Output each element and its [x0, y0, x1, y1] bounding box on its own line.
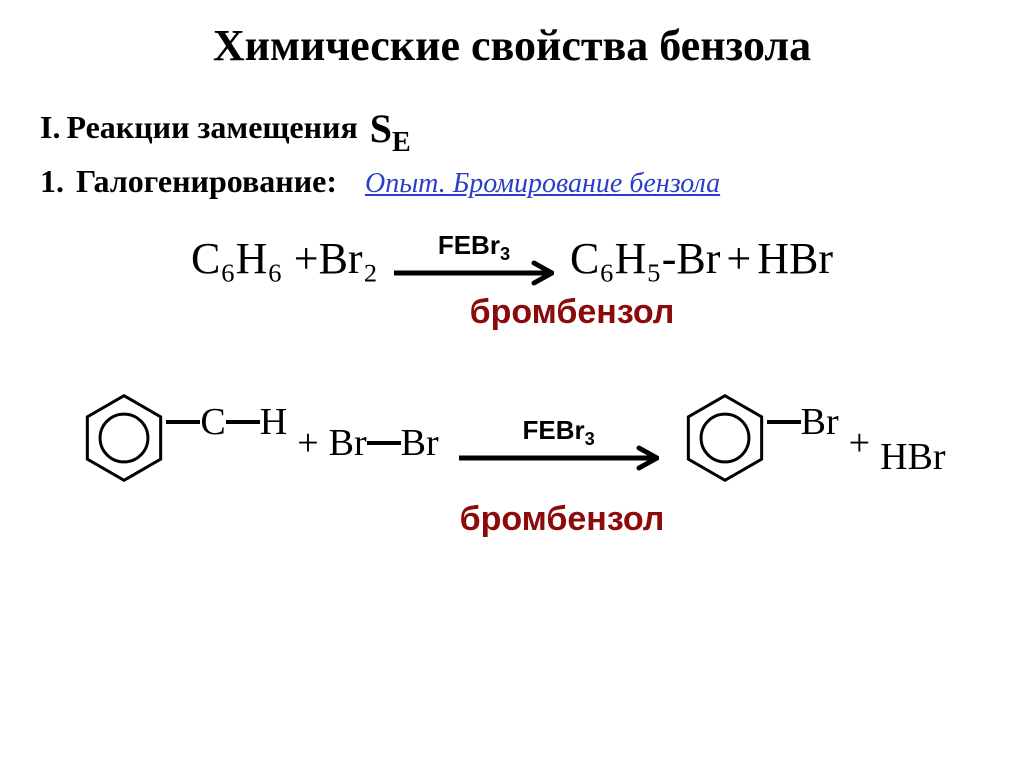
se-sub: E	[392, 127, 411, 158]
benzene-ch: C H	[78, 392, 287, 494]
bond-line	[367, 441, 401, 445]
subsection-num: 1.	[40, 163, 64, 199]
eq2-arrow-block: FEBr3	[459, 415, 659, 472]
product-label-1: бромбензол	[160, 293, 984, 332]
eq1-left: C₆H₆ +Br₂	[191, 233, 378, 284]
subsection-heading: 1. Галогенирование: Опыт. Бромирование б…	[40, 163, 984, 200]
eq2-plus-2: +	[849, 421, 870, 465]
bond-line	[226, 420, 260, 424]
catalyst-text: FEBr	[523, 415, 585, 445]
br-label-3: Br	[801, 400, 839, 444]
hbr-label: HBr	[880, 435, 945, 479]
benzene-br: Br	[679, 392, 839, 494]
product-label-2: бромбензол	[140, 500, 984, 539]
arrow-icon	[394, 259, 554, 287]
equation-2: C H + Br Br FEBr3 Br + HBr	[40, 392, 984, 494]
c-label: C	[200, 400, 225, 444]
section-roman: I.	[40, 109, 60, 146]
eq1-product-a: C₆H₅-Br	[570, 233, 720, 284]
eq1-product-b: HBr	[757, 233, 833, 284]
section-text: Реакции замещения	[66, 109, 357, 146]
h-label: H	[260, 400, 287, 444]
eq1-arrow-block: FEBr3	[394, 230, 554, 287]
equation-1: C₆H₆ +Br₂ FEBr3 C₆H₅-Br + HBr	[40, 230, 984, 287]
subsection-text: Галогенирование:	[76, 163, 337, 199]
eq2-plus-1: +	[297, 421, 318, 465]
eq1-plus: +	[726, 233, 751, 284]
catalyst-text: FEBr	[438, 230, 500, 260]
section-heading: I. Реакции замещения SE	[40, 101, 984, 155]
bond-line	[166, 420, 200, 424]
se-symbol: SE	[370, 105, 411, 159]
page-title: Химические свойства бензола	[40, 20, 984, 71]
bond-line	[767, 420, 801, 424]
br-br: Br Br	[329, 421, 439, 465]
arrow-icon	[459, 444, 659, 472]
br-label-2: Br	[401, 421, 439, 465]
benzene-ring-icon	[679, 392, 771, 494]
br-label-1: Br	[329, 421, 367, 465]
experiment-link[interactable]: Опыт. Бромирование бензола	[365, 168, 720, 199]
benzene-ring-icon	[78, 392, 170, 494]
se-main: S	[370, 106, 392, 151]
